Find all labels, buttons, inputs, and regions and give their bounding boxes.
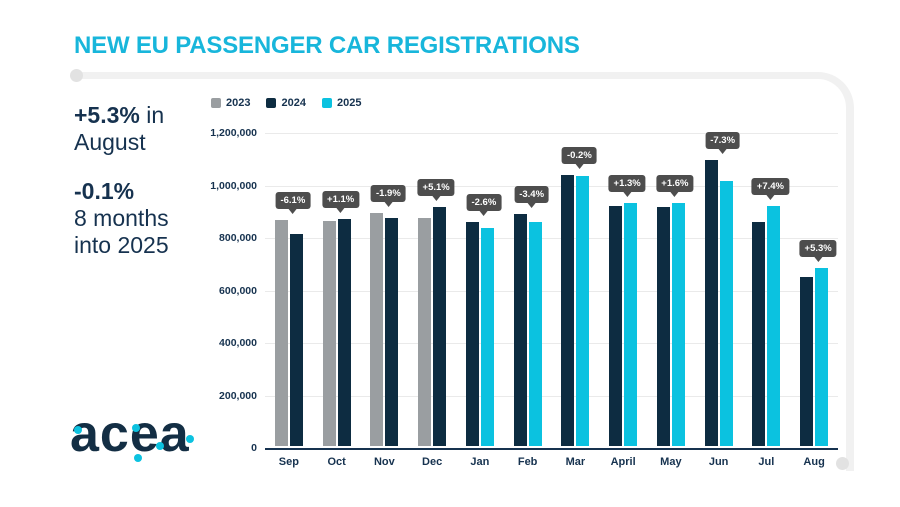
legend-label-2024: 2024 <box>281 97 306 109</box>
x-axis-label-oct: Oct <box>327 456 346 468</box>
bar-2023-sep <box>274 220 288 446</box>
frame-start-dot <box>70 69 83 82</box>
bar-2024-mar <box>561 175 575 446</box>
page-title: NEW EU PASSENGER CAR REGISTRATIONS <box>74 32 580 59</box>
acea-logo-text: acea <box>70 405 190 463</box>
bar-2025-jan <box>480 228 494 446</box>
gridline <box>265 290 838 292</box>
bar-2024-jan <box>465 222 479 446</box>
bar-2024-may <box>656 206 670 446</box>
bar-2025-mar <box>576 175 590 446</box>
stats-panel: +5.3% in August -0.1% 8 months into 2025 <box>74 102 224 281</box>
gridline <box>265 395 838 397</box>
bar-2024-april <box>609 206 623 446</box>
change-badge-april: +1.3% <box>608 174 646 197</box>
stat-august-suffix: in <box>139 102 165 128</box>
legend-swatch-2024 <box>266 98 277 108</box>
logo-dot-icon <box>132 424 140 432</box>
bar-2025-feb <box>528 221 542 446</box>
stat-august-value: +5.3% <box>74 102 140 128</box>
change-badge-feb: -3.4% <box>514 185 550 208</box>
bar-2025-april <box>624 202 638 446</box>
legend-swatch-2025 <box>321 98 332 108</box>
stat-ytd: -0.1% 8 months into 2025 <box>74 178 224 259</box>
change-badge-aug: +5.3% <box>799 240 837 263</box>
change-badge-dec: +5.1% <box>417 178 455 201</box>
change-badge-may: +1.6% <box>656 174 694 197</box>
bar-2025-aug <box>815 268 829 446</box>
stat-ytd-value: -0.1% <box>74 178 135 204</box>
logo-dot-icon <box>186 435 194 443</box>
stat-ytd-label-2: into 2025 <box>74 232 169 258</box>
change-badge-nov: -1.9% <box>370 185 406 208</box>
legend-item-2025: 2025 <box>321 97 362 109</box>
bar-chart: 0 200,000 400,000 600,000 800,000 1,000,000 1,… <box>210 127 838 468</box>
legend-swatch-2023 <box>211 98 221 108</box>
legend-label-2023: 2023 <box>226 97 251 109</box>
change-badge-jan: -2.6% <box>466 194 502 217</box>
y-axis-tick-label: 400,000 <box>219 337 257 349</box>
stat-august: +5.3% in August <box>74 102 224 156</box>
y-axis-tick-label: 200,000 <box>219 389 257 402</box>
gridline <box>265 185 838 187</box>
frame-end-dot <box>836 457 849 470</box>
change-badge-sep: -6.1% <box>275 192 311 214</box>
bar-2024-jun <box>704 160 718 446</box>
change-badge-oct: +1.1% <box>322 190 360 213</box>
x-axis-label-dec: Dec <box>422 456 443 468</box>
bar-2024-dec <box>433 206 447 446</box>
x-axis-label-jul: Jul <box>758 456 775 468</box>
y-axis-tick-label: 1,200,000 <box>210 127 257 139</box>
bar-2024-sep <box>289 233 303 446</box>
y-axis-tick-label: 1,000,000 <box>210 179 257 192</box>
logo-dot-icon <box>156 442 164 450</box>
change-badge-mar: -0.2% <box>561 147 597 170</box>
change-badge-jul: +7.4% <box>751 177 789 200</box>
acea-logo: acea <box>70 405 194 463</box>
bar-2023-dec <box>418 218 432 446</box>
stat-august-label: August <box>74 129 146 155</box>
x-axis-label-sep: Sep <box>278 456 299 468</box>
bar-2024-feb <box>513 213 527 446</box>
chart-legend: 2023 2024 2025 <box>211 97 361 109</box>
bar-2023-nov <box>370 213 384 446</box>
x-axis-label-mar: Mar <box>565 456 586 468</box>
bar-2023-oct <box>322 221 336 446</box>
gridline <box>265 133 838 134</box>
change-badge-jun: -7.3% <box>705 132 741 155</box>
bar-2024-oct <box>337 218 351 446</box>
logo-dot-icon <box>134 454 142 462</box>
y-axis-tick-label: 800,000 <box>219 232 257 244</box>
x-axis-line <box>265 448 838 450</box>
logo-dot-icon <box>74 426 82 434</box>
bar-2024-aug <box>800 276 814 446</box>
gridline <box>265 343 838 344</box>
bar-2024-nov <box>385 217 399 446</box>
bar-2025-jul <box>767 205 781 446</box>
y-axis-tick-label: 0 <box>251 442 257 454</box>
x-axis-label-april: April <box>610 456 636 468</box>
stat-ytd-label-1: 8 months <box>74 205 169 231</box>
x-axis-label-feb: Feb <box>517 456 538 468</box>
legend-item-2023: 2023 <box>211 97 250 109</box>
x-axis-label-aug: Aug <box>803 456 825 468</box>
bar-2025-may <box>671 202 685 446</box>
x-axis-label-may: May <box>660 456 682 468</box>
bar-2025-jun <box>719 180 733 446</box>
bar-2024-jul <box>752 222 766 446</box>
x-axis-label-jun: Jun <box>708 456 729 468</box>
x-axis-label-jan: Jan <box>470 456 490 468</box>
legend-label-2025: 2025 <box>336 97 362 109</box>
y-axis-tick-label: 600,000 <box>219 284 257 297</box>
gridline <box>265 238 838 239</box>
x-axis-label-nov: Nov <box>373 456 395 468</box>
legend-item-2024: 2024 <box>266 97 306 109</box>
